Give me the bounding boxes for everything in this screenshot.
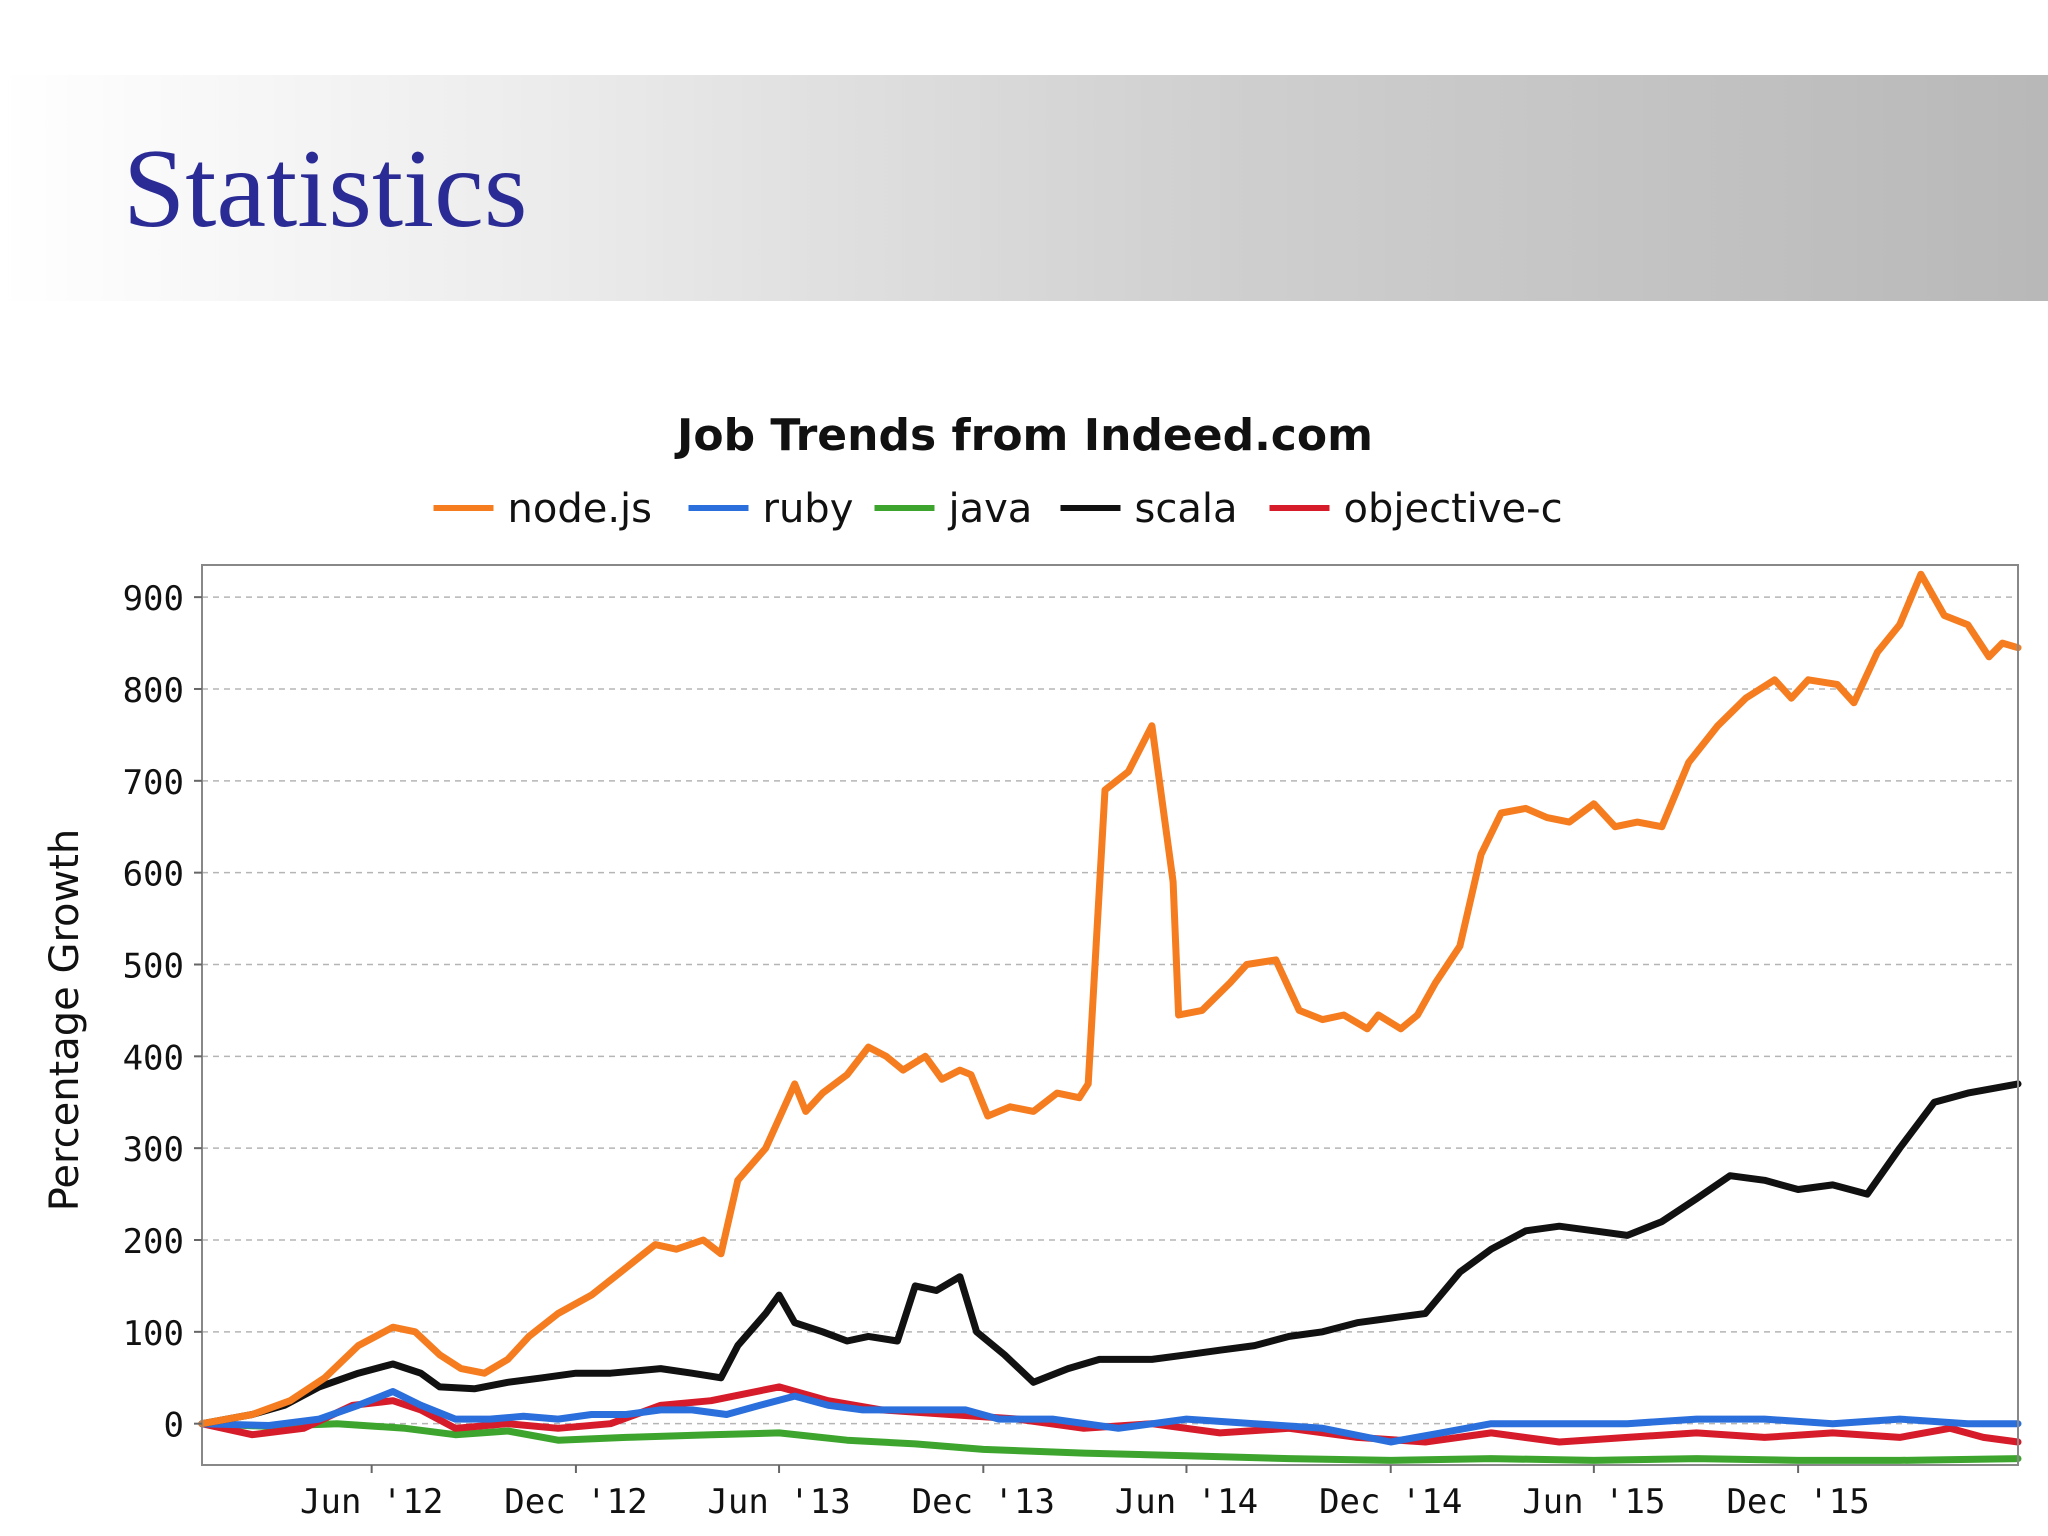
y-tick-label: 900 bbox=[123, 579, 184, 619]
legend-item-scala: scala bbox=[1060, 486, 1238, 532]
legend-item-node-js: node.js bbox=[433, 486, 653, 532]
series-line-scala bbox=[198, 1080, 2022, 1428]
series-line-ruby bbox=[198, 1388, 2022, 1446]
plot-frame bbox=[201, 564, 2019, 1466]
x-tick-label: Dec '15 bbox=[1726, 1482, 1869, 1522]
legend-item-java: java bbox=[874, 486, 1033, 532]
y-tick-label: 600 bbox=[123, 855, 184, 895]
legend-label: scala bbox=[1135, 486, 1238, 532]
legend-label: ruby bbox=[763, 486, 854, 532]
y-tick-label: 700 bbox=[123, 763, 184, 803]
grid-lines bbox=[202, 596, 2018, 1425]
y-tick-label: 0 bbox=[164, 1406, 184, 1446]
chart-legend: node.js ruby java scala objective-c bbox=[433, 486, 1563, 532]
y-tick-label: 200 bbox=[123, 1222, 184, 1262]
y-tick-label: 500 bbox=[123, 946, 184, 986]
x-tick-label: Dec '14 bbox=[1319, 1482, 1462, 1522]
x-axis: Jun '12 Dec '12 Jun '13 Dec '13 Jun '14 Dec '… bbox=[300, 1465, 1870, 1522]
slide-title: Statistics bbox=[123, 127, 528, 251]
legend-label: objective-c bbox=[1344, 486, 1563, 532]
series-line-node-js bbox=[198, 570, 2022, 1428]
chart-container: Job Trends from Indeed.com node.js ruby ja… bbox=[0, 300, 2048, 1536]
y-tick-label: 100 bbox=[123, 1314, 184, 1354]
series-lines bbox=[198, 570, 2022, 1464]
y-tick-label: 800 bbox=[123, 671, 184, 711]
legend-label: node.js bbox=[508, 486, 653, 532]
y-axis: 0 100 200 300 400 500 600 700 800 900 bbox=[123, 579, 202, 1446]
y-tick-label: 300 bbox=[123, 1130, 184, 1170]
legend-item-ruby: ruby bbox=[688, 486, 854, 532]
series-line-java bbox=[198, 1420, 2022, 1464]
x-tick-label: Dec '12 bbox=[504, 1482, 647, 1522]
chart-title: Job Trends from Indeed.com bbox=[674, 410, 1373, 461]
y-axis-label: Percentage Growth bbox=[42, 829, 88, 1212]
x-tick-label: Jun '12 bbox=[300, 1482, 443, 1522]
x-tick-label: Dec '13 bbox=[912, 1482, 1055, 1522]
legend-item-objective-c: objective-c bbox=[1269, 486, 1563, 532]
title-banner bbox=[0, 75, 2048, 301]
x-tick-label: Jun '15 bbox=[1522, 1482, 1665, 1522]
x-tick-label: Jun '14 bbox=[1115, 1482, 1258, 1522]
x-tick-label: Jun '13 bbox=[707, 1482, 850, 1522]
job-trends-chart: Job Trends from Indeed.com node.js ruby ja… bbox=[42, 410, 2022, 1522]
legend-label: java bbox=[948, 486, 1033, 532]
y-tick-label: 400 bbox=[123, 1038, 184, 1078]
